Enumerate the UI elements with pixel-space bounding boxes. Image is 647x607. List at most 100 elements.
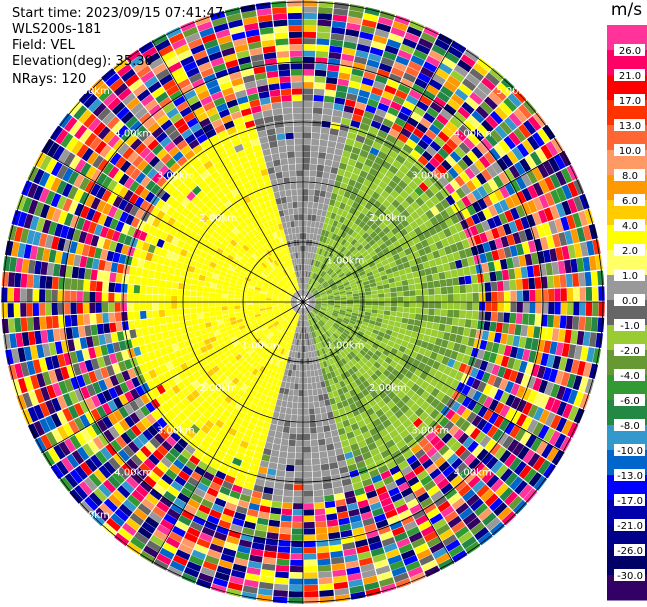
- velocity-gate: [275, 476, 285, 484]
- velocity-gate: [433, 315, 441, 324]
- velocity-gate: [341, 365, 348, 373]
- velocity-gate: [313, 324, 318, 331]
- velocity-gate: [528, 313, 536, 326]
- velocity-gate: [197, 280, 205, 287]
- velocity-gate: [161, 265, 170, 274]
- velocity-gate: [350, 317, 357, 322]
- velocity-gate: [342, 319, 349, 325]
- velocity-gate: [296, 421, 303, 428]
- velocity-gate: [252, 376, 259, 384]
- velocity-gate: [353, 532, 367, 542]
- velocity-gate: [303, 157, 310, 164]
- velocity-gate: [370, 381, 379, 390]
- velocity-gate: [427, 315, 435, 323]
- velocity-gate: [459, 310, 467, 319]
- velocity-gate: [479, 302, 486, 311]
- velocity-gate: [280, 158, 288, 166]
- velocity-gate: [196, 302, 203, 308]
- velocity-gate: [249, 463, 259, 472]
- velocity-gate: [504, 380, 515, 394]
- velocity-gate: [303, 465, 312, 472]
- velocity-gate: [287, 356, 292, 364]
- velocity-gate: [293, 319, 297, 326]
- velocity-gate: [417, 492, 430, 503]
- velocity-gate: [257, 439, 266, 448]
- velocity-gate: [435, 391, 446, 402]
- velocity-gate: [213, 531, 228, 542]
- velocity-gate: [318, 320, 324, 327]
- velocity-gate: [488, 412, 499, 425]
- velocity-gate: [310, 439, 319, 447]
- velocity-gate: [352, 526, 365, 536]
- velocity-gate: [386, 400, 396, 409]
- velocity-gate: [398, 460, 410, 471]
- velocity-gate: [311, 126, 321, 133]
- velocity-gate: [303, 515, 315, 522]
- velocity-gate: [497, 343, 506, 355]
- velocity-gate: [303, 19, 317, 26]
- velocity-gate: [504, 472, 518, 487]
- velocity-gate: [288, 19, 302, 26]
- velocity-gate: [462, 489, 476, 502]
- velocity-gate: [561, 343, 570, 358]
- velocity-gate: [114, 302, 121, 312]
- velocity-gate: [406, 389, 416, 399]
- velocity-gate: [246, 566, 261, 576]
- velocity-gate: [14, 272, 22, 288]
- velocity-gate: [396, 399, 406, 409]
- velocity-gate: [354, 362, 362, 370]
- velocity-gate: [327, 304, 334, 307]
- velocity-gate: [461, 354, 471, 365]
- velocity-gate: [493, 332, 502, 343]
- velocity-gate: [480, 488, 495, 503]
- velocity-gate: [499, 449, 512, 464]
- velocity-gate: [303, 352, 306, 359]
- velocity-gate: [13, 288, 21, 302]
- velocity-gate: [316, 362, 321, 370]
- velocity-gate: [356, 391, 365, 400]
- velocity-gate: [296, 182, 303, 189]
- velocity-gate: [283, 349, 288, 356]
- velocity-gate: [323, 332, 329, 339]
- velocity-gate: [533, 392, 544, 406]
- velocity-gate: [305, 307, 308, 314]
- velocity-gate: [590, 317, 598, 332]
- velocity-gate: [477, 405, 488, 418]
- velocity-gate: [315, 63, 327, 71]
- velocity-gate: [298, 326, 301, 333]
- velocity-gate: [267, 376, 274, 384]
- velocity-gate: [289, 584, 303, 592]
- velocity-gate: [160, 272, 168, 281]
- velocity-gate: [334, 347, 340, 355]
- velocity-gate: [504, 302, 511, 312]
- velocity-gate: [379, 353, 388, 361]
- velocity-gate: [294, 465, 303, 472]
- velocity-gate: [476, 349, 485, 360]
- velocity-gate: [585, 302, 593, 316]
- velocity-gate: [280, 445, 288, 452]
- velocity-gate: [341, 535, 354, 544]
- velocity-gate: [295, 459, 303, 466]
- velocity-field: [1, 0, 605, 604]
- velocity-gate: [313, 88, 325, 96]
- velocity-gate: [326, 443, 335, 451]
- velocity-gate: [347, 502, 359, 511]
- velocity-gate: [141, 268, 149, 278]
- velocity-gate: [192, 324, 200, 332]
- velocity-gate: [504, 453, 517, 468]
- velocity-gate: [429, 541, 445, 554]
- velocity-gate: [332, 311, 339, 316]
- velocity-gate: [273, 583, 289, 591]
- velocity-gate: [267, 429, 276, 438]
- velocity-gate: [276, 558, 290, 566]
- velocity-gate: [288, 591, 303, 598]
- velocity-gate: [303, 528, 316, 535]
- velocity-gate: [430, 387, 440, 398]
- velocity-gate: [328, 365, 334, 373]
- velocity-gate: [236, 472, 247, 482]
- velocity-gate: [542, 463, 556, 479]
- velocity-gate: [338, 335, 345, 342]
- velocity-gate: [401, 353, 410, 362]
- velocity-gate: [329, 45, 343, 54]
- velocity-gate: [315, 375, 320, 383]
